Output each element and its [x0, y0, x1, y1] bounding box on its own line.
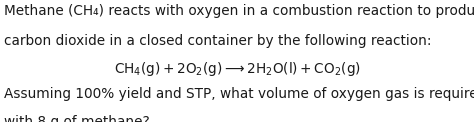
Text: $\mathrm{CH_4(g) + 2O_2(g) \longrightarrow 2H_2O(l) + CO_2(g)}$: $\mathrm{CH_4(g) + 2O_2(g) \longrightarr…	[114, 60, 360, 78]
Text: Assuming 100% yield and STP, what volume of oxygen gas is required to react full: Assuming 100% yield and STP, what volume…	[4, 87, 474, 101]
Text: Methane (CH₄) reacts with oxygen in a combustion reaction to produce water and: Methane (CH₄) reacts with oxygen in a co…	[4, 4, 474, 18]
Text: with 8 g of methane?: with 8 g of methane?	[4, 115, 149, 122]
Text: carbon dioxide in a closed container by the following reaction:: carbon dioxide in a closed container by …	[4, 34, 431, 48]
